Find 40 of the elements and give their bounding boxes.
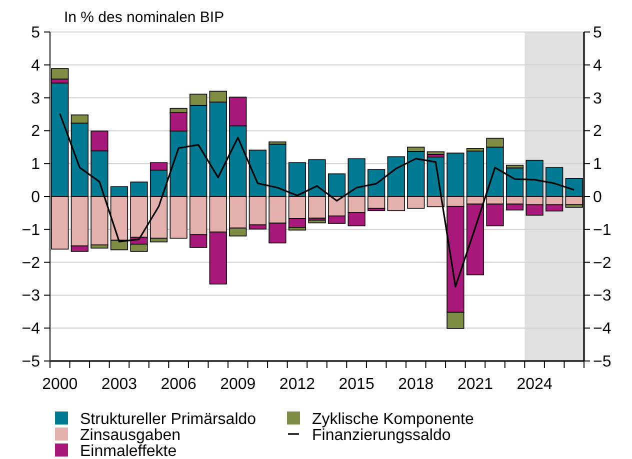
y2-tick-label: −3 xyxy=(593,288,612,305)
legend-label: Struktureller Primärsaldo xyxy=(80,411,256,428)
y2-tick-label: 5 xyxy=(593,24,602,42)
y2-tick-label: 3 xyxy=(593,90,602,108)
y-tick-label: −4 xyxy=(22,320,40,338)
y-tick-label: −2 xyxy=(22,254,40,272)
x-tick-label: 2021 xyxy=(457,376,494,393)
x-tick-label: 2006 xyxy=(160,376,196,393)
x-tick-label: 2018 xyxy=(398,376,434,393)
y-tick-label: 1 xyxy=(31,156,40,174)
y2-tick-label: 2 xyxy=(593,123,602,140)
y2-tick-label: 1 xyxy=(593,156,602,174)
legend-label: Zyklische Komponente xyxy=(312,411,474,428)
legend-label: Zinsausgaben xyxy=(80,427,181,444)
y-tick-label: 3 xyxy=(31,90,40,108)
x-tick-label: 2024 xyxy=(516,376,552,393)
y-tick-label: 4 xyxy=(31,57,40,74)
bar xyxy=(51,68,69,80)
y-tick-label: 2 xyxy=(31,123,40,140)
y-tick-label: 5 xyxy=(31,24,40,42)
y-tick-label: 0 xyxy=(31,189,40,206)
x-tick-label: 2000 xyxy=(42,376,78,393)
y2-tick-label: 4 xyxy=(593,57,602,74)
x-tick-label: 2015 xyxy=(338,376,374,393)
x-tick-label: 2009 xyxy=(220,376,256,393)
bar xyxy=(308,220,326,224)
x-tick-label: 2012 xyxy=(279,376,316,393)
y2-tick-label: −2 xyxy=(593,254,612,272)
y2-tick-label: 0 xyxy=(593,189,602,206)
y-axis-title: In % des nominalen BIP xyxy=(64,9,224,26)
y-tick-label: −5 xyxy=(22,354,40,370)
x-tick-label: 2003 xyxy=(101,376,138,393)
legend-label: Finanzierungssaldo xyxy=(312,427,451,444)
legend-label: Einmaleffekte xyxy=(80,443,177,459)
y2-tick-label: −4 xyxy=(593,320,612,338)
y-tick-label: −3 xyxy=(22,288,40,305)
y2-tick-label: −5 xyxy=(593,354,612,370)
bar xyxy=(426,151,444,155)
y-tick-label: −1 xyxy=(22,222,40,239)
y2-tick-label: −1 xyxy=(593,222,612,239)
